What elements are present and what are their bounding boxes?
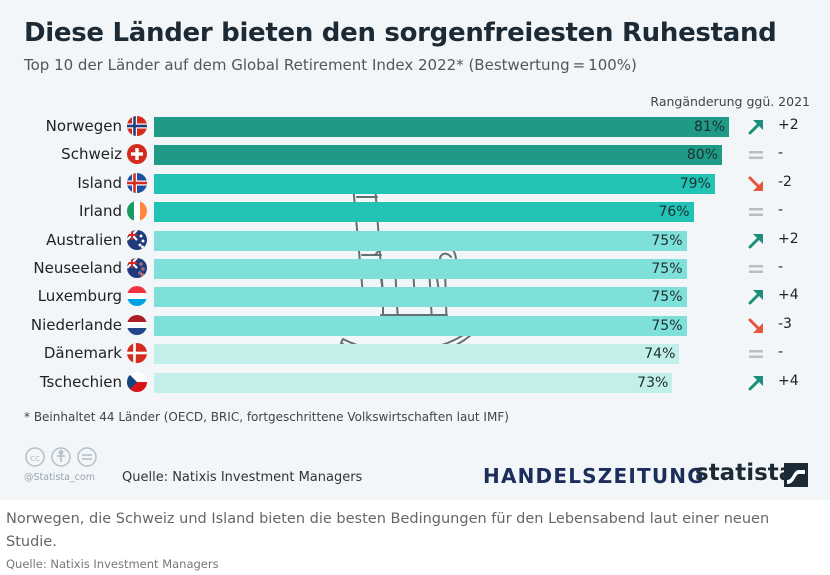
equal-icon [746,145,766,165]
country-label: Australien [46,230,122,249]
country-label: Niederlande [30,315,122,334]
bar [154,145,722,166]
bar-value-label: 75% [651,289,683,306]
chart-source: Quelle: Natixis Investment Managers [122,470,363,485]
arrow-up-icon [746,287,766,307]
bar-row: Irland 76% - [0,197,830,225]
rank-change-value: - [778,145,784,162]
equal-icon [746,202,766,222]
article-caption: Norwegen, die Schweiz und Island bieten … [6,511,770,550]
country-label: Luxemburg [37,287,122,306]
country-label: Irland [79,202,122,221]
statista-logo: statista [695,460,795,486]
rank-change-value: +2 [778,117,799,133]
bar-row: Niederlande 75% -3 [0,311,830,339]
chart-card: Diese Länder bieten den sorgenfreiesten … [0,0,830,500]
bar-row: Island 79% -2 [0,169,830,197]
bar [154,230,687,251]
creative-commons-icons: cc [25,447,97,467]
iceland-flag-icon [127,172,147,193]
statista-logo-icon [784,463,808,487]
arrow-down-icon [746,174,766,194]
rank-change-value: +4 [778,372,799,389]
bar-value-label: 79% [679,175,711,192]
bar [154,173,715,194]
handelszeitung-logo: HANDELSZEITUNG [483,464,705,488]
australia-flag-icon [127,229,147,250]
chart-subtitle: Top 10 der Länder auf dem Global Retirem… [24,56,637,74]
ireland-flag-icon [127,201,147,222]
country-label: Neuseeland [33,259,122,277]
bar [154,259,687,279]
rank-change-header: Rangänderung ggü. 2021 [650,94,810,109]
statista-handle: @Statista_com [24,472,95,483]
bar-value-label: 73% [637,374,669,391]
new-zealand-flag-icon [127,258,147,278]
arrow-down-icon [746,316,766,336]
chart-title: Diese Länder bieten den sorgenfreiesten … [24,18,777,48]
bar-value-label: 76% [658,204,690,221]
bar [154,202,694,223]
bar-row: Neuseeland 75% - [0,254,830,282]
bar-row: Australien 75% +2 [0,226,830,254]
netherlands-flag-icon [127,314,147,335]
rank-change-value: - [778,259,784,275]
bar-row: Schweiz 80% - [0,140,830,168]
bar [154,287,687,308]
bar-value-label: 75% [651,232,683,249]
country-label: Schweiz [61,145,122,164]
denmark-flag-icon [127,343,147,364]
bar-value-label: 80% [686,147,718,164]
bar [154,315,687,336]
bar-row: Luxemburg 75% +4 [0,282,830,310]
country-label: Norwegen [45,117,122,135]
czech-flag-icon [127,371,147,392]
footnote: * Beinhaltet 44 Länder (OECD, BRIC, fort… [24,410,509,424]
rank-change-value: - [778,202,784,219]
norway-flag-icon [127,116,147,136]
article-source: Quelle: Natixis Investment Managers [6,557,219,571]
arrow-up-icon [746,117,766,137]
rank-change-value: -2 [778,173,792,190]
bar-value-label: 75% [651,261,683,277]
equal-icon [746,344,766,364]
luxembourg-flag-icon [127,286,147,307]
arrow-up-icon [746,373,766,393]
equal-icon [746,259,766,279]
switzerland-flag-icon [127,144,147,165]
bar-value-label: 75% [651,317,683,334]
rank-change-value: +2 [778,230,799,247]
rank-change-value: - [778,344,784,361]
country-label: Dänemark [43,344,122,363]
country-label: Tschechien [39,372,122,391]
bar [154,117,730,137]
bar [154,372,673,393]
bar-row: Norwegen 81% +2 [0,112,830,140]
country-label: Island [77,173,122,192]
bar-row: Tschechien 73% +4 [0,368,830,396]
rank-change-value: +4 [778,287,799,304]
bar-value-label: 74% [644,346,676,363]
arrow-up-icon [746,231,766,251]
bar-value-label: 81% [693,119,726,135]
rank-change-value: -3 [778,315,792,332]
bar-row: Dänemark 74% - [0,339,830,367]
svg-text:cc: cc [30,454,40,464]
bar [154,344,680,365]
